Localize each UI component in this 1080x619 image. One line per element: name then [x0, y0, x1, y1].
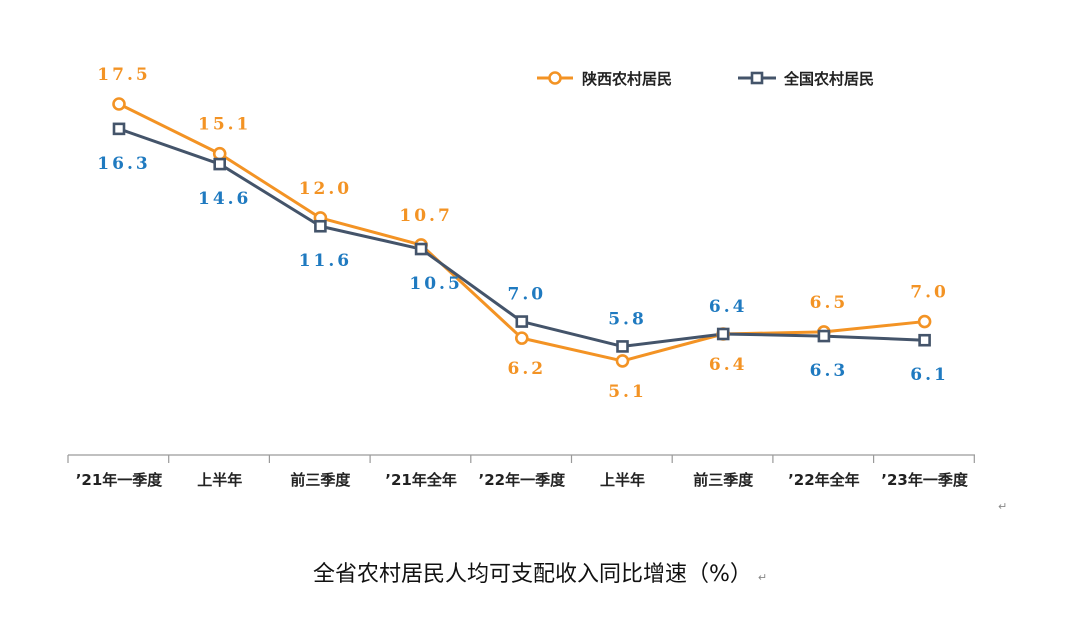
x-tick-label: ’22年一季度 — [479, 471, 567, 489]
x-axis — [67, 454, 975, 463]
data-labels: 17.5 15.1 12.0 10.7 6.2 5.1 6.4 6.5 7.0 16.3 14.6 1… — [97, 65, 949, 402]
data-label: 15.1 — [198, 115, 251, 135]
data-point — [514, 331, 529, 345]
data-point — [615, 354, 630, 368]
data-point — [515, 315, 529, 328]
x-tick-label: 上半年 — [600, 471, 645, 489]
data-label: 6.1 — [910, 365, 949, 385]
legend-label: 全国农村居民 — [783, 70, 874, 88]
x-tick-label: ’22年全年 — [788, 471, 860, 489]
data-label: 6.2 — [508, 359, 547, 379]
x-tick-label: ’21年一季度 — [76, 471, 164, 489]
data-label: 6.5 — [810, 293, 849, 313]
data-point — [112, 97, 126, 111]
caption-text: 全省农村居民人均可支配收入同比增速（%） — [312, 562, 752, 587]
data-label: 14.6 — [198, 189, 251, 209]
data-label: 16.3 — [97, 154, 150, 174]
legend-marker — [548, 71, 562, 85]
x-tick-label: 上半年 — [197, 471, 242, 489]
data-point — [112, 122, 126, 136]
data-point — [314, 219, 327, 233]
x-tick-labels: ’21年一季度 上半年 前三季度 ’21年全年 ’22年一季度 上半年 前三季度 ’22年全年… — [76, 471, 969, 489]
data-point — [414, 242, 428, 256]
data-label: 12.0 — [299, 179, 352, 199]
x-tick-label: ’23年一季度 — [881, 471, 969, 489]
data-label: 5.8 — [608, 309, 647, 329]
data-label: 5.1 — [608, 382, 647, 402]
return-mark: ↵ — [998, 500, 1008, 513]
data-label: 10.7 — [399, 206, 452, 226]
legend-label: 陕西农村居民 — [582, 70, 672, 88]
x-tick-label: 前三季度 — [693, 471, 754, 489]
data-label: 10.5 — [409, 274, 462, 294]
data-point — [616, 340, 629, 353]
data-point — [716, 327, 730, 341]
data-label: 6.4 — [709, 297, 748, 317]
legend-marker — [750, 71, 764, 85]
data-point — [918, 333, 931, 347]
data-label: 11.6 — [299, 251, 352, 271]
chart-caption: 全省农村居民人均可支配收入同比增速（%） ↵ — [0, 556, 1080, 588]
data-point — [817, 329, 831, 343]
data-label: 17.5 — [97, 65, 150, 85]
data-label: 6.3 — [810, 361, 849, 381]
x-tick-label: 前三季度 — [290, 471, 351, 489]
data-label: 7.0 — [508, 285, 547, 305]
data-label: 7.0 — [910, 283, 949, 303]
data-label: 6.4 — [709, 355, 748, 375]
data-point — [213, 157, 226, 171]
series-markers — [112, 97, 932, 368]
legend: 陕西农村居民 全国农村居民 — [537, 70, 874, 88]
return-mark: ↵ — [757, 571, 768, 584]
data-point — [917, 314, 932, 329]
series-line — [118, 127, 925, 348]
x-tick-label: ’21年全年 — [385, 471, 457, 489]
data-point — [212, 146, 227, 161]
